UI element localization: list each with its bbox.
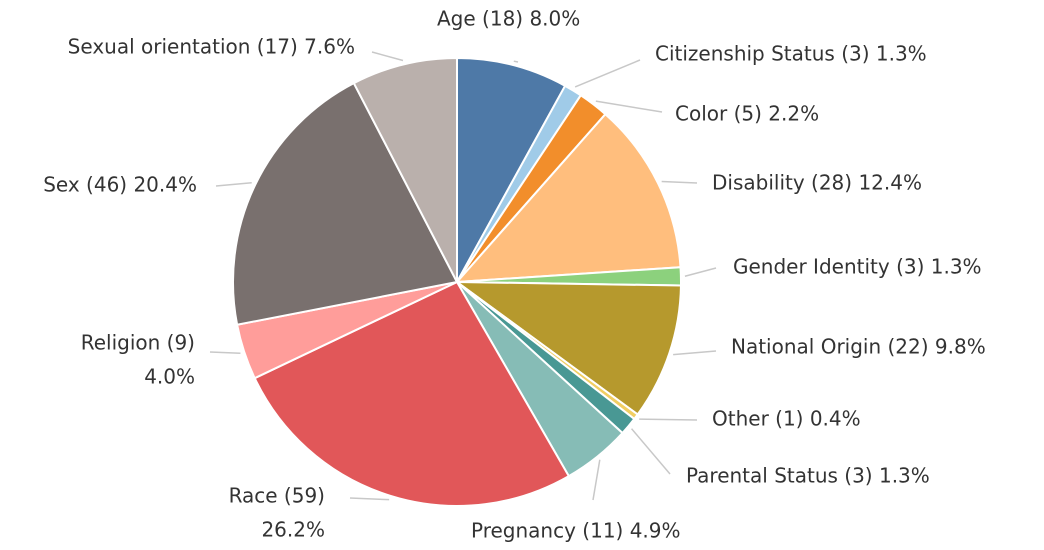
leader-line (349, 497, 390, 501)
leader-line (209, 351, 241, 355)
pie-slice (232, 81, 459, 326)
leader-line (595, 100, 663, 113)
slice-label: Race (59) (229, 484, 325, 508)
pie-slice (453, 280, 682, 416)
leader-line (661, 180, 698, 184)
pie-slice (253, 280, 571, 507)
leader-line (592, 459, 601, 501)
leader-line (371, 51, 404, 62)
slice-label: National Origin (22) 9.8% (731, 335, 986, 359)
pie-slice (352, 56, 458, 283)
slice-label: Gender Identity (3) 1.3% (733, 255, 982, 279)
slice-label: Age (18) 8.0% (437, 7, 580, 31)
leader-line (513, 60, 519, 63)
leader-line (684, 267, 717, 277)
leader-line (574, 59, 641, 88)
pie-slice (454, 112, 682, 284)
slice-label: Parental Status (3) 1.3% (686, 464, 930, 488)
leader-line (215, 182, 252, 187)
slice-label: Pregnancy (11) 4.9% (471, 519, 681, 543)
slice-label: Sexual orientation (17) 7.6% (68, 35, 355, 59)
leader-line (639, 418, 698, 421)
slice-label: Disability (28) 12.4% (712, 171, 922, 195)
slice-label: Color (5) 2.2% (675, 102, 819, 126)
slice-label: Sex (46) 20.4% (43, 173, 197, 197)
leader-line (673, 350, 717, 356)
slice-label: 4.0% (144, 365, 195, 389)
slice-label: Citizenship Status (3) 1.3% (655, 42, 927, 66)
slice-label: Religion (9) (81, 331, 195, 355)
leader-line (630, 428, 671, 475)
pie-slice (456, 56, 567, 283)
slice-label: Other (1) 0.4% (712, 407, 861, 431)
slice-label: 26.2% (261, 518, 325, 542)
